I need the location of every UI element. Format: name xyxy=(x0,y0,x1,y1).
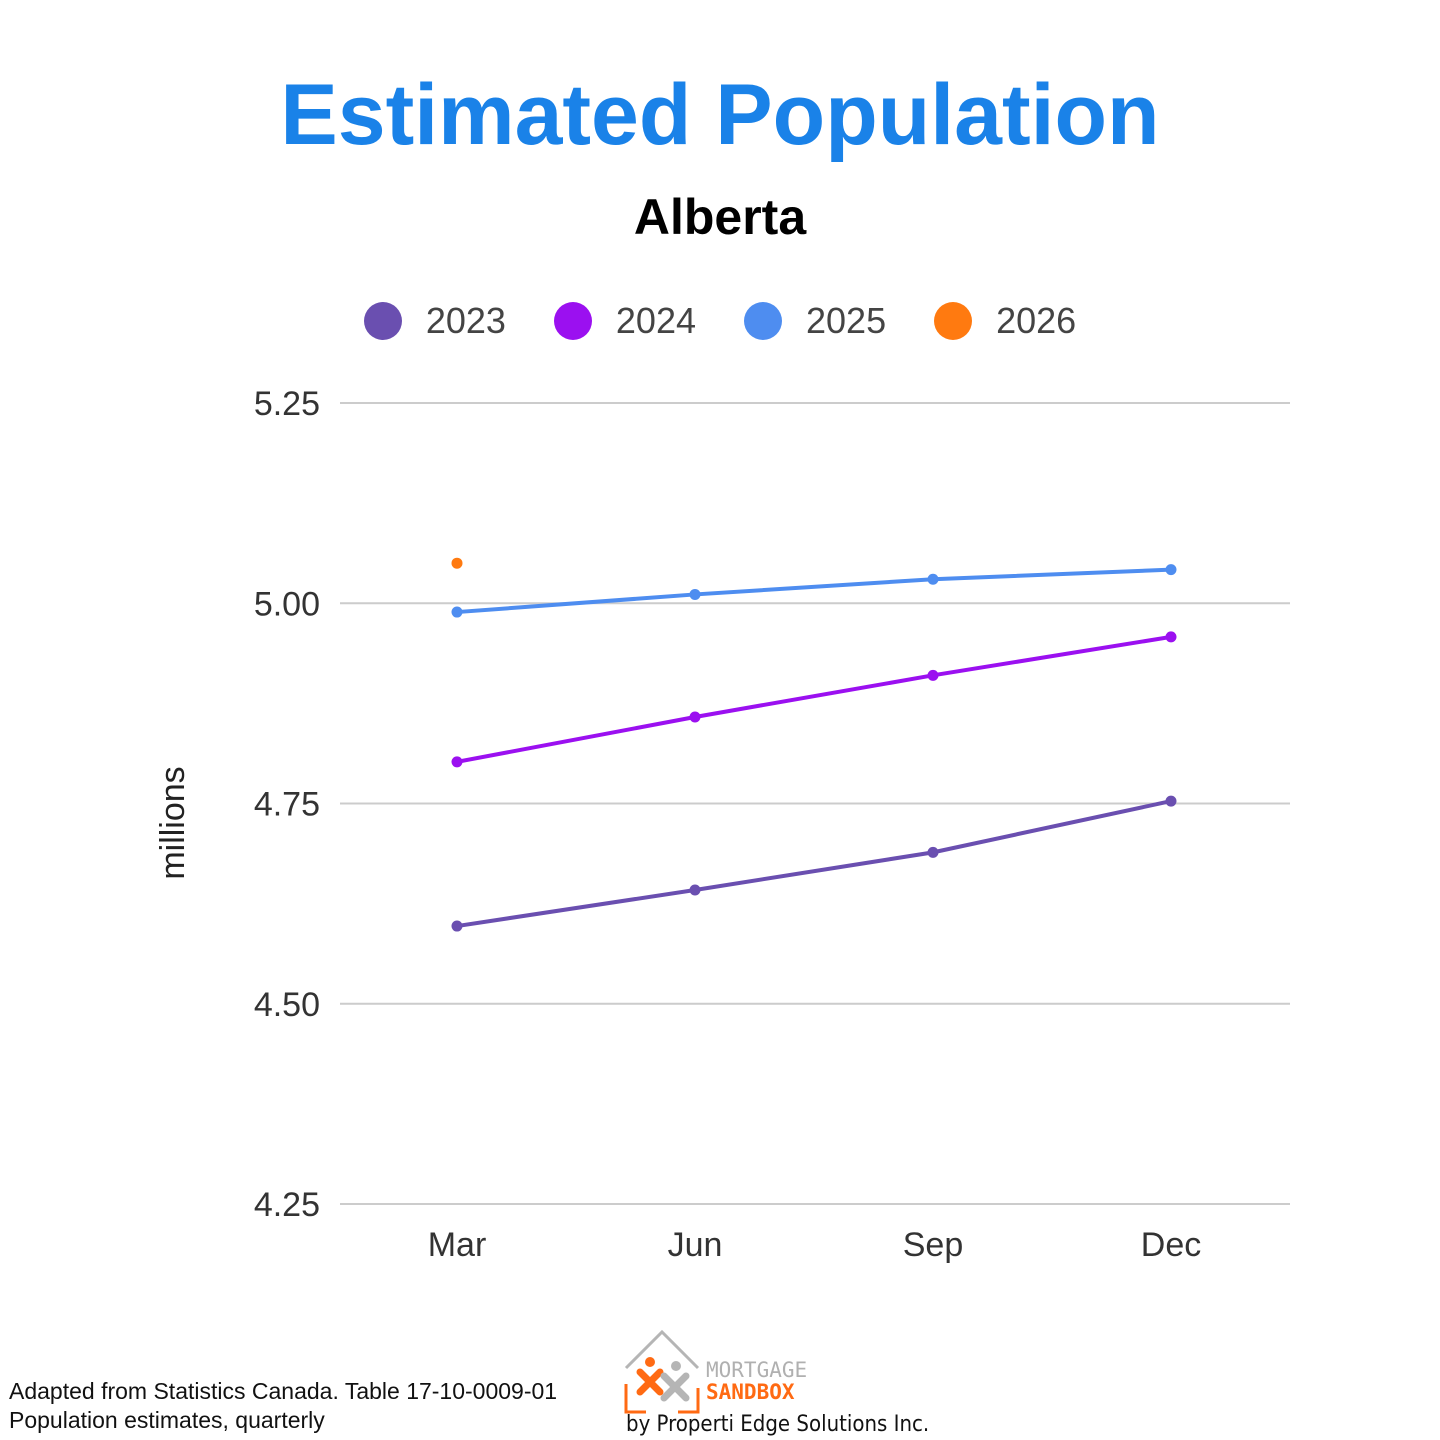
chart-title: Estimated Population xyxy=(280,67,1160,163)
y-axis-ticks: 4.25 4.50 4.75 5.00 5.25 xyxy=(254,385,320,1224)
legend-item[interactable]: 2026 xyxy=(934,300,1076,342)
series-lines xyxy=(451,557,1177,932)
x-axis-ticks: Mar Jun Sep Dec xyxy=(428,1226,1202,1264)
y-axis-label: millions xyxy=(154,766,192,879)
x-tick-label: Sep xyxy=(903,1226,964,1264)
mortgage-sandbox-logo: MORTGAGE SANDBOX by Properti Edge Soluti… xyxy=(620,1328,940,1440)
legend-swatch xyxy=(363,302,402,340)
series-2023 xyxy=(451,795,1177,932)
series-line xyxy=(456,567,1172,615)
data-point[interactable] xyxy=(689,711,701,723)
y-tick-label: 4.25 xyxy=(254,1186,320,1224)
legend: 2023 2024 2025 2026 xyxy=(0,300,1440,342)
legend-label: 2024 xyxy=(615,300,696,341)
logo-word-mortgage: MORTGAGE xyxy=(706,1358,808,1382)
data-point[interactable] xyxy=(927,573,939,585)
series-line xyxy=(456,799,1172,929)
x-tick-label: Mar xyxy=(428,1226,487,1264)
legend-item[interactable]: 2025 xyxy=(744,300,886,342)
y-tick-label: 4.75 xyxy=(254,786,320,824)
y-tick-label: 5.25 xyxy=(254,385,320,423)
logo-word-sandbox: SANDBOX xyxy=(706,1380,795,1404)
data-point[interactable] xyxy=(1165,795,1177,807)
source-note: Adapted from Statistics Canada. Table 17… xyxy=(9,1377,557,1435)
series-2025 xyxy=(451,564,1177,618)
legend-label: 2023 xyxy=(425,300,506,341)
house-logo-icon xyxy=(624,1329,700,1414)
source-line-2: Population estimates, quarterly xyxy=(9,1407,325,1433)
data-point[interactable] xyxy=(451,557,463,569)
legend-label: 2026 xyxy=(996,300,1077,341)
legend-label: 2025 xyxy=(806,300,887,341)
y-tick-label: 5.00 xyxy=(254,585,320,623)
legend-item[interactable]: 2023 xyxy=(363,300,506,342)
data-point[interactable] xyxy=(451,920,463,932)
y-tick-label: 4.50 xyxy=(254,986,320,1024)
data-point[interactable] xyxy=(1165,631,1177,643)
legend-item[interactable]: 2024 xyxy=(553,300,696,342)
source-line-1: Adapted from Statistics Canada. Table 17… xyxy=(9,1378,558,1404)
series-2026 xyxy=(451,557,463,569)
series-line xyxy=(456,634,1172,764)
chart-subtitle: Alberta xyxy=(633,189,807,245)
x-tick-label: Jun xyxy=(668,1226,723,1264)
data-point[interactable] xyxy=(927,669,939,681)
legend-swatch xyxy=(744,302,782,340)
data-point[interactable] xyxy=(451,756,463,768)
data-point[interactable] xyxy=(689,588,701,600)
x-tick-label: Dec xyxy=(1141,1226,1201,1264)
legend-swatch xyxy=(934,302,973,340)
gridlines xyxy=(340,402,1290,1205)
data-point[interactable] xyxy=(1165,564,1177,576)
data-point[interactable] xyxy=(451,606,463,618)
data-point[interactable] xyxy=(689,884,701,896)
series-2024 xyxy=(451,631,1177,768)
data-point[interactable] xyxy=(927,846,939,858)
legend-swatch xyxy=(553,302,592,340)
logo-byline: by Properti Edge Solutions Inc. xyxy=(626,1412,930,1437)
